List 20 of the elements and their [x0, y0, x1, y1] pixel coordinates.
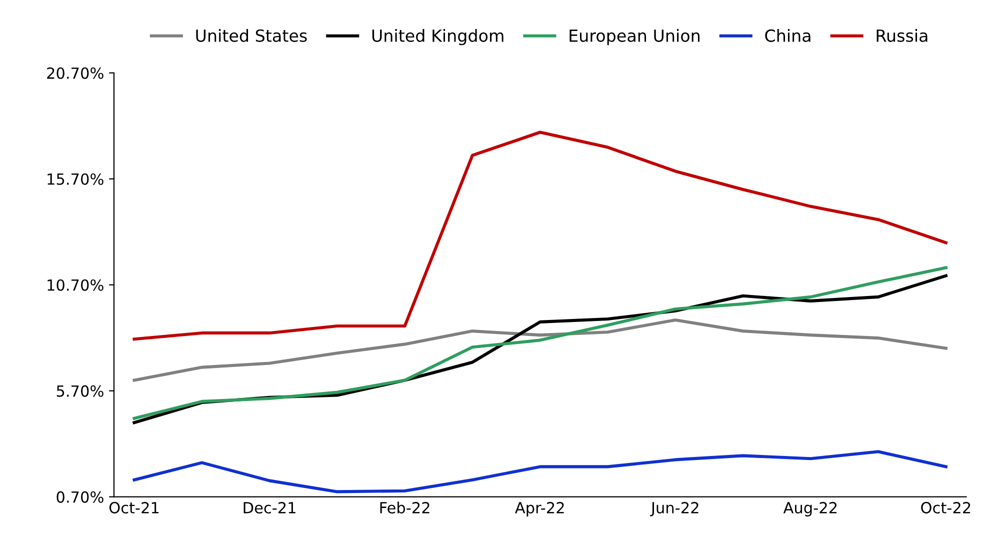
x-tick-label: Apr-22 [515, 502, 564, 516]
y-tick-label: 5.70% [56, 385, 104, 397]
y-tick-label: 15.70% [48, 173, 104, 185]
legend-label: Russia [876, 29, 928, 42]
x-tick-label: Dec-21 [244, 502, 296, 514]
x-tick-label: Jun-22 [650, 502, 698, 516]
legend-label: United States [196, 29, 307, 42]
x-tick-label: Oct-22 [921, 502, 970, 514]
line-series [132, 130, 948, 341]
legend-label: United Kingdom [372, 29, 504, 46]
x-tick-label: Oct-21 [109, 502, 159, 514]
x-tick-label: Aug-22 [783, 502, 837, 516]
y-tick-label: 0.70% [56, 491, 104, 503]
line-series [132, 318, 948, 382]
legend-label: European Union [570, 29, 700, 46]
y-tick-label: 20.70% [47, 67, 104, 79]
legend-label: China [765, 29, 810, 42]
x-tick-label: Feb-22 [380, 502, 430, 514]
line-series [132, 450, 948, 494]
y-tick-label: 10.70% [48, 279, 104, 291]
